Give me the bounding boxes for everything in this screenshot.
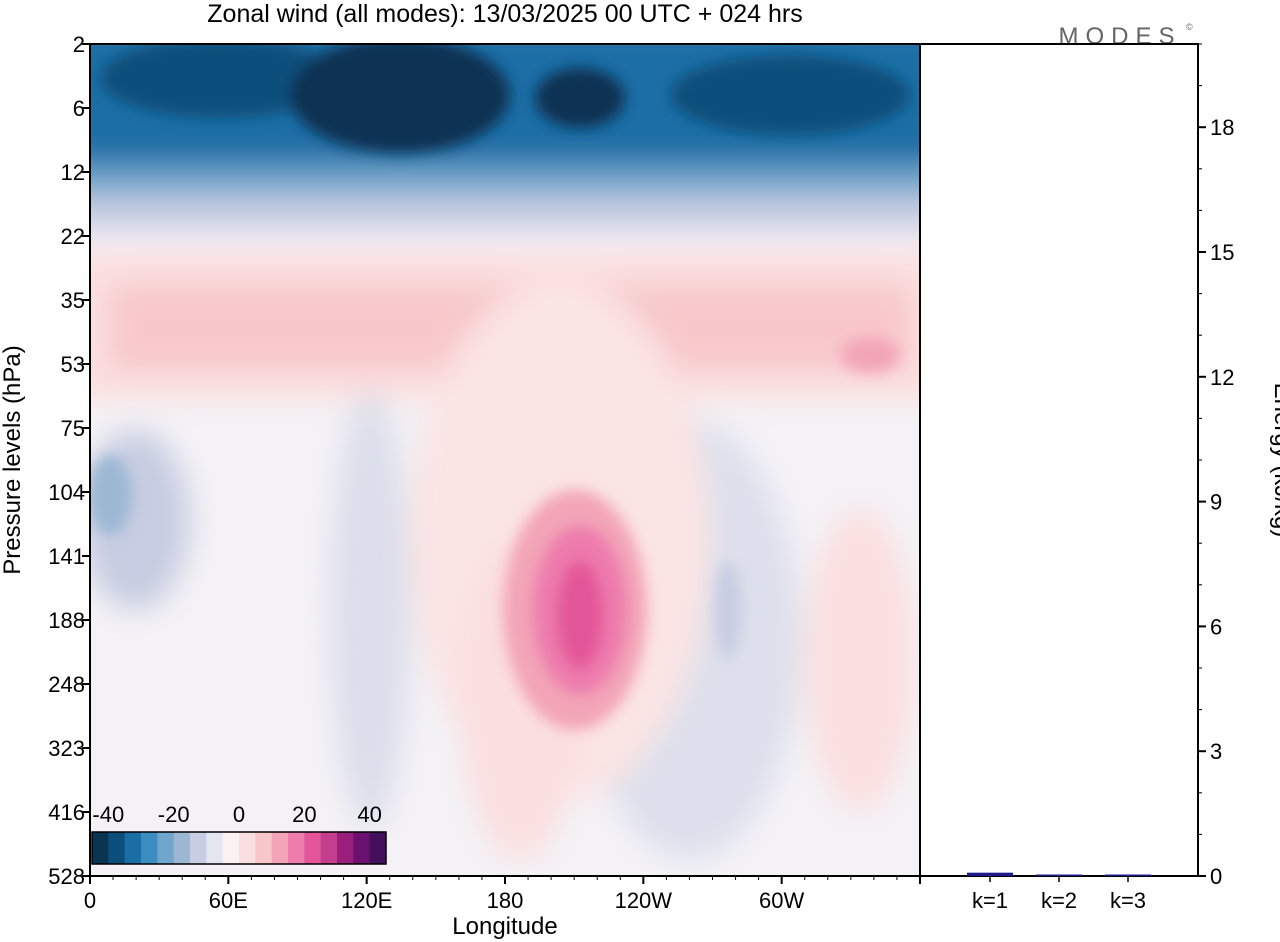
energy-tick-label: 0	[1210, 864, 1222, 889]
colorbar-swatch	[124, 832, 142, 864]
x-tick-label: 120W	[615, 888, 673, 913]
colorbar-swatch	[222, 832, 240, 864]
y-tick-label: 12	[61, 160, 85, 185]
colorbar-swatch	[369, 832, 387, 864]
colorbar-tick-label: 40	[357, 802, 381, 827]
jet-core-2	[290, 44, 510, 153]
colorbar-swatch	[173, 832, 191, 864]
energy-axis: 0 3 6 9 12 15 18	[1198, 43, 1234, 889]
positive-wind-max-core	[556, 560, 604, 670]
jet-core-3	[535, 68, 625, 128]
registered-mark-icon: ©	[1186, 22, 1193, 32]
energy-bar	[967, 872, 1013, 876]
energy-axis-title: Energy (kJ/kg)	[1269, 383, 1280, 538]
energy-tick-label: 18	[1210, 115, 1234, 140]
negative-patch-188hpa	[714, 560, 742, 660]
energy-bars	[967, 872, 1151, 876]
x-tick-label: 120E	[341, 888, 392, 913]
energy-tick-label: 12	[1210, 365, 1234, 390]
k-tick-label: k=2	[1041, 888, 1077, 913]
k-tick-label: k=3	[1110, 888, 1146, 913]
energy-bar	[1036, 874, 1082, 876]
colorbar-swatch	[239, 832, 256, 864]
negative-region-dateline	[330, 390, 410, 830]
colorbar-swatch	[157, 832, 175, 864]
colorbar-frame	[91, 831, 387, 865]
colorbar-swatch	[320, 832, 338, 864]
colorbar-swatch	[271, 832, 289, 864]
colorbar-swatch	[353, 832, 371, 864]
y-tick-label: 323	[48, 736, 85, 761]
colorbar-tick-label: -20	[158, 802, 190, 827]
x-tick-label: 0	[84, 888, 96, 913]
y-tick-label: 248	[48, 672, 85, 697]
y-tick-label: 2	[73, 32, 85, 57]
colorbar: -40 -20 0 20 40	[91, 802, 387, 865]
positive-patch-53hpa	[840, 337, 900, 373]
colorbar-swatch	[304, 832, 322, 864]
positive-region-far-east	[805, 510, 915, 810]
y-tick-label: 22	[61, 224, 85, 249]
y-tick-label: 35	[61, 288, 85, 313]
y-tick-label: 528	[48, 864, 85, 889]
zonal-wind-contour-field	[90, 44, 920, 876]
y-axis-title: Pressure levels (hPa)	[0, 345, 26, 574]
colorbar-swatch	[141, 832, 158, 864]
wavenumber-axis: k=1 k=2 k=3	[972, 876, 1146, 913]
energy-tick-label: 9	[1210, 490, 1222, 515]
energy-tick-label: 6	[1210, 614, 1222, 639]
colorbar-tick-label: 0	[233, 802, 245, 827]
y-tick-label: 6	[73, 96, 85, 121]
colorbar-swatch	[255, 832, 273, 864]
y-tick-label: 104	[48, 480, 85, 505]
colorbar-swatch	[190, 832, 207, 864]
colorbar-swatch	[206, 832, 224, 864]
colorbar-swatch	[92, 832, 109, 864]
k-tick-label: k=1	[972, 888, 1008, 913]
y-tick-label: 416	[48, 800, 85, 825]
chart-title: Zonal wind (all modes): 13/03/2025 00 UT…	[207, 0, 802, 28]
pressure-axis: 2 6 12 22 35 53 75 104 141 188 248 323 416 528	[48, 32, 90, 889]
colorbar-swatch	[337, 832, 354, 864]
colorbar-tick-label: 20	[292, 802, 316, 827]
energy-tick-label: 3	[1210, 739, 1222, 764]
negative-patch-104hpa	[90, 455, 132, 535]
y-tick-label: 141	[48, 544, 85, 569]
y-tick-label: 188	[48, 608, 85, 633]
longitude-axis: 0 60E 120E 180 120W 60W	[84, 876, 921, 913]
jet-core-4	[670, 55, 910, 135]
colorbar-tick-label: -40	[92, 802, 124, 827]
y-tick-label: 75	[61, 416, 85, 441]
energy-tick-label: 15	[1210, 240, 1234, 265]
energy-bar	[1105, 874, 1151, 876]
colorbar-swatch	[108, 832, 126, 864]
x-axis-title: Longitude	[452, 913, 557, 940]
x-tick-label: 60E	[209, 888, 248, 913]
x-tick-label: 60W	[759, 888, 804, 913]
energy-panel-frame	[919, 43, 1199, 877]
colorbar-swatch	[288, 832, 305, 864]
jet-core-1	[100, 44, 340, 118]
x-tick-label: 180	[487, 888, 524, 913]
y-tick-label: 53	[61, 352, 85, 377]
